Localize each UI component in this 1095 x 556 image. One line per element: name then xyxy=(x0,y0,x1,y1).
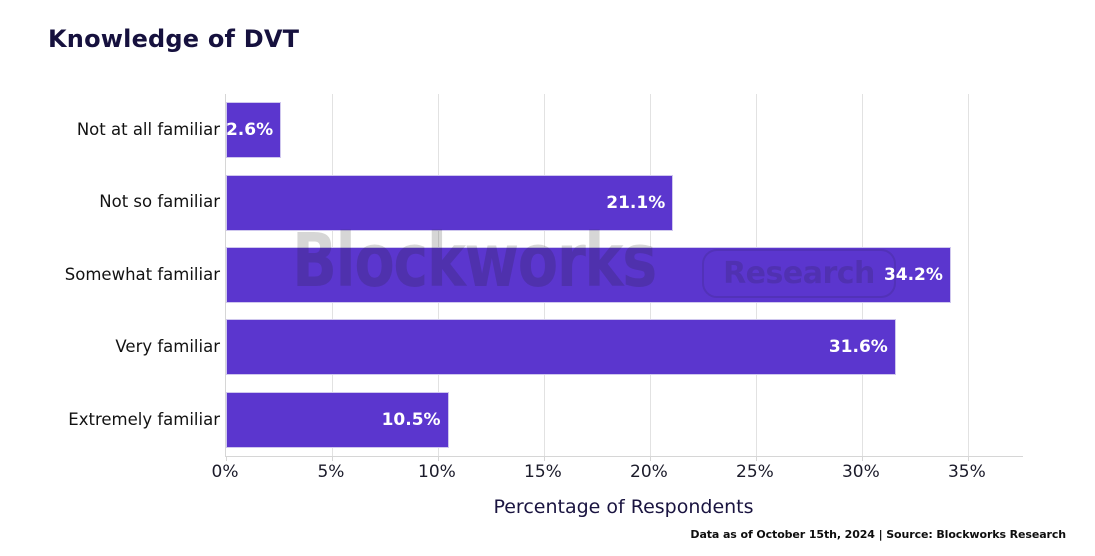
tick-mark-35% xyxy=(967,456,969,461)
x-axis-title: Percentage of Respondents xyxy=(493,496,754,518)
bar-not-so-familiar: 21.1% xyxy=(226,174,674,231)
tick-mark-20% xyxy=(649,456,651,461)
bar-extremely-familiar: 10.5% xyxy=(226,391,449,448)
y-axis-category-labels: Not at all familiar Not so familiar Somewh… xyxy=(0,94,220,456)
source-attribution: Data as of October 15th, 2024 | Source: … xyxy=(690,528,1066,541)
x-tick-label: 20% xyxy=(630,462,668,482)
category-label-somewhat-familiar: Somewhat familiar xyxy=(64,264,220,284)
bar-not-at-all-familiar: 2.6% xyxy=(225,102,282,159)
x-tick-label: 0% xyxy=(211,462,239,482)
x-tick-label: 5% xyxy=(317,462,345,482)
chart-title: Knowledge of DVT xyxy=(48,25,300,53)
bar-value-label: 2.6% xyxy=(225,120,274,141)
category-label-extremely-familiar: Extremely familiar xyxy=(68,409,220,429)
category-label-very-familiar: Very familiar xyxy=(115,337,220,357)
tick-mark-30% xyxy=(861,456,863,461)
tick-mark-15% xyxy=(543,456,545,461)
x-tick-label: 35% xyxy=(947,462,986,482)
bar-somewhat-familiar: 34.2% xyxy=(226,247,951,303)
category-label-not-at-all-familiar: Not at all familiar xyxy=(76,120,220,139)
bar-value-label: 34.2% xyxy=(883,265,943,285)
x-tick-label: 15% xyxy=(524,462,562,482)
x-tick-label: 25% xyxy=(736,462,774,482)
x-tick-label: 10% xyxy=(418,462,456,482)
x-tick-label: 30% xyxy=(841,462,880,482)
tick-mark-25% xyxy=(755,456,757,461)
plot-area: 2.6% 21.1% 34.2% 31.6% 10.5% xyxy=(225,94,1023,461)
tick-mark-10% xyxy=(437,456,439,461)
bar-very-familiar: 31.6% xyxy=(226,319,896,376)
bar-value-label: 31.6% xyxy=(828,337,888,358)
bar-value-label: 10.5% xyxy=(381,409,441,430)
bar-value-label: 21.1% xyxy=(606,192,666,213)
gridline-35% xyxy=(967,94,969,456)
category-label-not-so-familiar: Not so familiar xyxy=(99,192,220,212)
tick-mark-0% xyxy=(226,456,227,461)
tick-mark-5% xyxy=(331,456,333,461)
